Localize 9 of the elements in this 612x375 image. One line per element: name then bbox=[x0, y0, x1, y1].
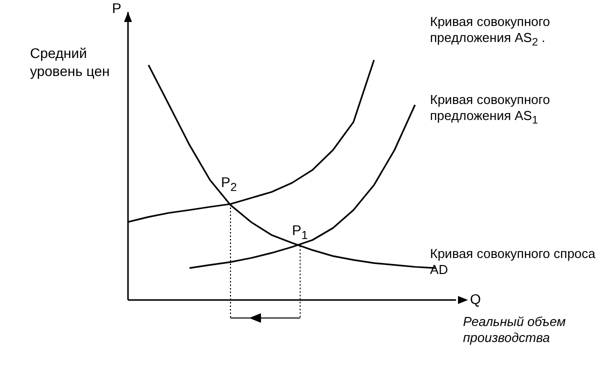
text: Кривая совокупного предложения AS$_{2}$ . bbox=[430, 14, 552, 51]
text: P bbox=[112, 0, 122, 16]
series-label: Кривая совокупного предложения AS$_{1}$ bbox=[430, 92, 552, 129]
text: Q bbox=[470, 291, 481, 307]
x-axis-title: Реальный объем производства bbox=[463, 314, 567, 346]
annotation: P$_{1}$ bbox=[292, 222, 308, 244]
series-label: Кривая совокупного спроса AD bbox=[430, 246, 596, 278]
annotation: P$_{2}$ bbox=[221, 174, 237, 196]
y-axis-title: Средний уровень цен bbox=[30, 44, 110, 80]
